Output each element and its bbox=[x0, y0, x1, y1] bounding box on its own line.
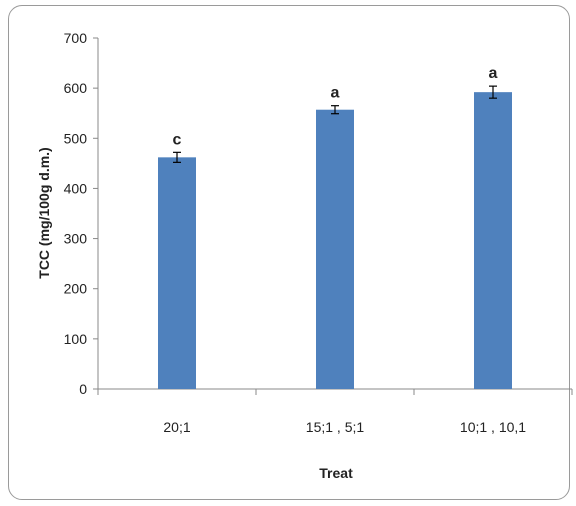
x-tick-label: 20;1 bbox=[163, 419, 190, 435]
y-tick-label: 700 bbox=[64, 30, 88, 46]
bar bbox=[474, 92, 512, 389]
y-tick-label: 0 bbox=[79, 381, 87, 397]
y-tick-label: 400 bbox=[64, 180, 88, 196]
y-tick-label: 500 bbox=[64, 130, 88, 146]
bars: c a a bbox=[158, 65, 512, 389]
y-tick-label: 100 bbox=[64, 331, 88, 347]
y-tick-label: 300 bbox=[64, 231, 88, 247]
y-axis-title: TCC (mg/100g d.m.) bbox=[36, 147, 52, 278]
significance-label: a bbox=[489, 65, 498, 82]
x-axis-title: Treat bbox=[319, 465, 353, 481]
x-axis: 20;1 15;1 , 5;1 10;1 , 10,1 bbox=[97, 388, 573, 435]
x-tick-label: 15;1 , 5;1 bbox=[306, 419, 365, 435]
significance-label: a bbox=[331, 85, 340, 102]
x-tick-label: 10;1 , 10,1 bbox=[460, 419, 526, 435]
y-axis: 0 100 200 300 400 500 600 700 bbox=[64, 30, 99, 397]
y-tick-label: 600 bbox=[64, 80, 88, 96]
significance-label: c bbox=[173, 131, 182, 148]
bar bbox=[316, 109, 354, 389]
y-tick-label: 200 bbox=[64, 281, 88, 297]
bar bbox=[158, 157, 196, 389]
